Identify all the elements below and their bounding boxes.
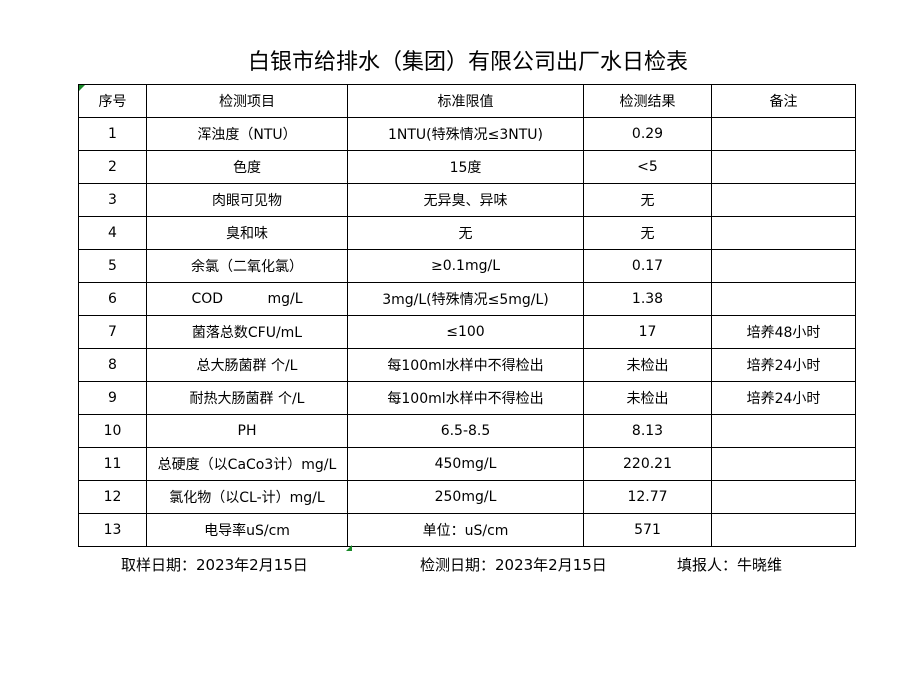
test-item-cell: 菌落总数CFU/mL bbox=[146, 315, 348, 349]
row-number-cell: 4 bbox=[78, 216, 147, 250]
table-header-row: 序号 检测项目 标准限值 检测结果 备注 bbox=[78, 84, 856, 118]
remark-cell: 培养24小时 bbox=[711, 381, 856, 415]
reporter: 填报人：牛晓维 bbox=[677, 556, 783, 574]
row-number-cell: 8 bbox=[78, 348, 147, 382]
standard-limit-cell: 每100ml水样中不得检出 bbox=[347, 348, 584, 382]
standard-limit-cell: 6.5-8.5 bbox=[347, 414, 584, 448]
table-row: 5 余氯（二氧化氯） ≥0.1mg/L 0.17 bbox=[78, 249, 856, 283]
test-item-cell: PH bbox=[146, 414, 348, 448]
test-result-cell: <5 bbox=[583, 150, 712, 184]
row-number-cell: 5 bbox=[78, 249, 147, 283]
row-number-cell: 7 bbox=[78, 315, 147, 349]
test-item-cell: 色度 bbox=[146, 150, 348, 184]
remark-cell: 培养48小时 bbox=[711, 315, 856, 349]
row-number-cell: 2 bbox=[78, 150, 147, 184]
row-number-cell: 1 bbox=[78, 117, 147, 151]
table-row: 10 PH 6.5-8.5 8.13 bbox=[78, 414, 856, 448]
test-item-cell: COD mg/L bbox=[146, 282, 348, 316]
remark-cell bbox=[711, 150, 856, 184]
test-result-cell: 0.29 bbox=[583, 117, 712, 151]
test-item-cell: 氯化物（以CL-计）mg/L bbox=[146, 480, 348, 514]
test-item-cell: 臭和味 bbox=[146, 216, 348, 250]
standard-limit-cell: 3mg/L(特殊情况≤5mg/L) bbox=[347, 282, 584, 316]
table-row: 11 总硬度（以CaCo3计）mg/L 450mg/L 220.21 bbox=[78, 447, 856, 481]
page-title: 白银市给排水（集团）有限公司出厂水日检表 bbox=[247, 50, 688, 75]
test-result-cell: 未检出 bbox=[583, 381, 712, 415]
cell-marker-icon bbox=[346, 545, 352, 551]
remark-cell bbox=[711, 513, 856, 547]
table-row: 13 电导率uS/cm 单位：uS/cm 571 bbox=[78, 513, 856, 547]
standard-limit-cell: 15度 bbox=[347, 150, 584, 184]
standard-limit-cell: ≥0.1mg/L bbox=[347, 249, 584, 283]
table-row: 3 肉眼可见物 无异臭、异味无 bbox=[78, 183, 856, 217]
table-row: 8 总大肠菌群 个/L 每100ml水样中不得检出 未检出 培养24小时 bbox=[78, 348, 856, 382]
remark-cell bbox=[711, 249, 856, 283]
standard-limit-cell: ≤100 bbox=[347, 315, 584, 349]
cell-marker-icon bbox=[79, 85, 85, 91]
header-cell: 备注 bbox=[711, 84, 856, 118]
test-item-cell: 肉眼可见物 bbox=[146, 183, 348, 217]
remark-cell bbox=[711, 480, 856, 514]
table-row: 9 耐热大肠菌群 个/L 每100ml水样中不得检出 未检出 培养24小时 bbox=[78, 381, 856, 415]
table-row: 6 COD mg/L 3mg/L(特殊情况≤5mg/L) 1.38 bbox=[78, 282, 856, 316]
row-number-cell: 12 bbox=[78, 480, 147, 514]
test-result-cell: 无 bbox=[583, 216, 712, 250]
test-result-cell: 1.38 bbox=[583, 282, 712, 316]
header-cell: 检测结果 bbox=[583, 84, 712, 118]
test-item-cell: 余氯（二氧化氯） bbox=[146, 249, 348, 283]
test-date: 检测日期：2023年2月15日 bbox=[420, 556, 607, 574]
row-number-cell: 11 bbox=[78, 447, 147, 481]
inspection-table: 序号 检测项目 标准限值 检测结果 备注 1 浑浊度（NTU） 1NTU(特殊情况≤… bbox=[78, 84, 856, 547]
remark-cell bbox=[711, 117, 856, 151]
table-row: 7 菌落总数CFU/mL ≤100 17 培养48小时 bbox=[78, 315, 856, 349]
remark-cell bbox=[711, 447, 856, 481]
test-item-cell: 浑浊度（NTU） bbox=[146, 117, 348, 151]
row-number-cell: 6 bbox=[78, 282, 147, 316]
row-number-cell: 13 bbox=[78, 513, 147, 547]
row-number-cell: 10 bbox=[78, 414, 147, 448]
standard-limit-cell: 单位：uS/cm bbox=[347, 513, 584, 547]
test-result-cell: 0.17 bbox=[583, 249, 712, 283]
test-result-cell: 571 bbox=[583, 513, 712, 547]
standard-limit-cell: 每100ml水样中不得检出 bbox=[347, 381, 584, 415]
sampling-date: 取样日期：2023年2月15日 bbox=[121, 556, 308, 574]
standard-limit-cell: 450mg/L bbox=[347, 447, 584, 481]
row-number-cell: 3 bbox=[78, 183, 147, 217]
test-item-cell: 耐热大肠菌群 个/L bbox=[146, 381, 348, 415]
test-item-cell: 总硬度（以CaCo3计）mg/L bbox=[146, 447, 348, 481]
test-result-cell: 8.13 bbox=[583, 414, 712, 448]
standard-limit-cell: 无异臭、异味 bbox=[347, 183, 584, 217]
remark-cell bbox=[711, 183, 856, 217]
test-result-cell: 未检出 bbox=[583, 348, 712, 382]
test-result-cell: 17 bbox=[583, 315, 712, 349]
remark-cell: 培养24小时 bbox=[711, 348, 856, 382]
header-cell: 序号 bbox=[78, 84, 147, 118]
table-row: 1 浑浊度（NTU） 1NTU(特殊情况≤3NTU) 0.29 bbox=[78, 117, 856, 151]
standard-limit-cell: 250mg/L bbox=[347, 480, 584, 514]
remark-cell bbox=[711, 282, 856, 316]
test-item-cell: 总大肠菌群 个/L bbox=[146, 348, 348, 382]
test-result-cell: 无 bbox=[583, 183, 712, 217]
table-row: 2 色度 15度 <5 bbox=[78, 150, 856, 184]
remark-cell bbox=[711, 414, 856, 448]
row-number-cell: 9 bbox=[78, 381, 147, 415]
remark-cell bbox=[711, 216, 856, 250]
standard-limit-cell: 1NTU(特殊情况≤3NTU) bbox=[347, 117, 584, 151]
table-row: 12 氯化物（以CL-计）mg/L 250mg/L 12.77 bbox=[78, 480, 856, 514]
test-item-cell: 电导率uS/cm bbox=[146, 513, 348, 547]
standard-limit-cell: 无 bbox=[347, 216, 584, 250]
test-result-cell: 12.77 bbox=[583, 480, 712, 514]
header-cell: 标准限值 bbox=[347, 84, 584, 118]
header-cell: 检测项目 bbox=[146, 84, 348, 118]
test-result-cell: 220.21 bbox=[583, 447, 712, 481]
table-row: 4 臭和味无无 bbox=[78, 216, 856, 250]
